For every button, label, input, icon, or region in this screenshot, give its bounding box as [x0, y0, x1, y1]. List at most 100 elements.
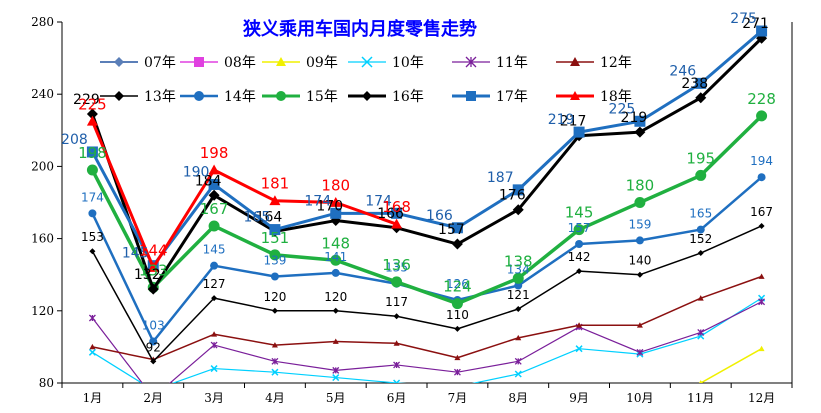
data-label: 167: [750, 205, 773, 219]
star-marker: [636, 348, 644, 356]
triangle-marker: [208, 164, 220, 175]
triangle-marker: [697, 295, 704, 301]
series-12年: [89, 273, 765, 362]
data-label: 166: [377, 206, 404, 222]
series-13年: [89, 222, 765, 365]
series-09年: [576, 345, 765, 389]
triangle-marker: [391, 218, 403, 229]
triangle-marker: [211, 331, 218, 337]
circle-marker: [634, 197, 646, 208]
x-marker: [514, 370, 522, 378]
x-tick-label: 3月: [204, 391, 224, 405]
series-line: [91, 120, 398, 269]
diamond-marker: [271, 307, 278, 314]
x-tick-label: 2月: [143, 391, 163, 405]
legend-label: 08年: [224, 55, 256, 71]
legend-label: 15年: [306, 89, 338, 105]
legend-item: 07年: [100, 55, 176, 71]
diamond-marker: [150, 358, 157, 365]
x-tick-label: 8月: [508, 391, 528, 405]
legend-item: 16年: [348, 89, 424, 105]
circle-marker: [269, 249, 281, 261]
data-label: 151: [261, 229, 290, 247]
square-marker: [330, 207, 342, 219]
x-marker: [332, 374, 340, 382]
triangle-marker: [576, 384, 582, 389]
y-tick-label: 240: [31, 87, 54, 101]
square-marker: [208, 178, 220, 190]
diamond-marker: [114, 91, 124, 101]
data-label: 165: [689, 207, 712, 221]
diamond-marker: [211, 295, 218, 302]
data-label: 167: [200, 200, 229, 218]
data-label: 198: [78, 144, 107, 162]
triangle-marker: [271, 342, 278, 348]
square-marker: [756, 25, 768, 37]
data-label: 121: [507, 288, 530, 302]
x-marker: [88, 348, 96, 356]
x-marker: [361, 56, 373, 68]
square-marker: [451, 222, 463, 234]
data-label: 187: [487, 170, 514, 186]
legend-item: 15年: [262, 89, 338, 105]
circle-marker: [88, 209, 97, 218]
data-label: 165: [244, 210, 271, 226]
data-label: 275: [730, 11, 757, 27]
legend-label: 16年: [392, 89, 424, 105]
legend-label: 11年: [496, 55, 528, 71]
star-marker: [453, 368, 461, 376]
x-tick-label: 4月: [265, 391, 285, 405]
square-marker: [695, 77, 707, 89]
legend-label: 12年: [600, 55, 632, 71]
legend-label: 13年: [144, 89, 176, 105]
data-label: 124: [443, 278, 472, 296]
diamond-marker: [515, 305, 522, 312]
data-label: 132: [134, 267, 161, 283]
triangle-marker: [636, 322, 643, 328]
data-label: 225: [609, 101, 636, 117]
series-line: [92, 297, 762, 383]
circle-marker: [512, 272, 524, 284]
diamond-marker: [362, 91, 372, 101]
data-label: 134: [507, 263, 530, 277]
data-label: 138: [504, 252, 533, 270]
data-label: 144: [139, 241, 168, 259]
circle-marker: [330, 254, 342, 266]
star-marker: [514, 357, 522, 365]
triangle-marker: [576, 322, 583, 328]
legend-item: 17年: [452, 89, 528, 105]
diamond-marker: [393, 313, 400, 320]
data-label: 184: [195, 173, 222, 189]
data-label: 170: [316, 199, 343, 215]
square-marker: [391, 207, 403, 219]
star-marker: [210, 341, 218, 349]
data-label: 246: [669, 63, 696, 79]
data-label: 140: [628, 254, 651, 268]
data-label: 180: [321, 177, 350, 195]
x-marker: [393, 379, 401, 383]
data-label: 136: [382, 256, 411, 274]
legend-label: 17年: [496, 89, 528, 105]
y-tick-label: 280: [31, 15, 54, 29]
diamond-marker: [332, 307, 339, 314]
data-label: 142: [568, 250, 591, 264]
triangle-marker: [332, 338, 339, 344]
diamond-marker: [636, 271, 643, 278]
star-marker: [393, 361, 401, 369]
series-line: [90, 114, 763, 306]
square-marker: [269, 224, 281, 236]
triangle-marker: [699, 380, 703, 383]
star-marker: [697, 329, 705, 336]
legend-label: 09年: [306, 55, 338, 71]
diamond-marker: [147, 283, 159, 295]
circle-marker: [451, 298, 463, 310]
data-label: 180: [626, 177, 655, 195]
data-label: 103: [142, 318, 165, 332]
data-label: 190: [183, 164, 210, 180]
triangle-marker: [515, 334, 522, 341]
legend-label: 18年: [600, 89, 632, 105]
circle-marker: [514, 281, 523, 290]
series-line: [700, 348, 762, 383]
triangle-marker: [147, 261, 159, 272]
